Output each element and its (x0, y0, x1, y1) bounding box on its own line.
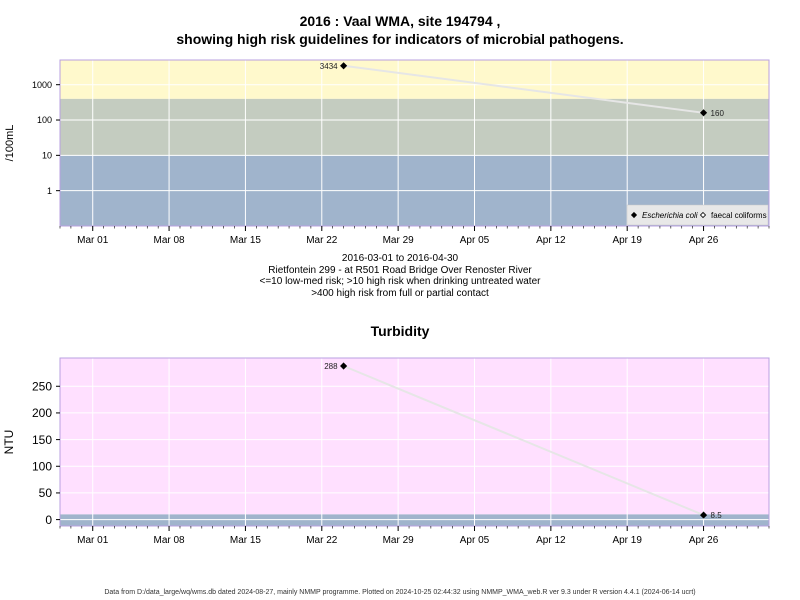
data-label: 160 (711, 109, 725, 118)
risk-guideline-caption: <=10 low-med risk; >10 high risk when dr… (259, 276, 541, 287)
y-tick-label: 250 (32, 379, 52, 393)
x-tick-label: Apr 12 (536, 235, 566, 246)
data-point (340, 62, 348, 70)
risk-band (60, 60, 769, 99)
chart-title-line1: 2016 : Vaal WMA, site 194794 , (299, 13, 501, 29)
x-tick-label: Mar 15 (230, 235, 262, 246)
x-tick-label: Mar 29 (383, 235, 415, 246)
risk-band (60, 98, 769, 156)
x-tick-label: Apr 19 (612, 235, 642, 246)
y-tick-label: 0 (45, 513, 52, 527)
y-tick-label: 50 (39, 486, 53, 500)
site-caption: Rietfontein 299 - at R501 Road Bridge Ov… (268, 264, 532, 276)
plot-frame (59, 357, 770, 527)
x-tick-label: Apr 26 (689, 535, 719, 546)
y-axis-label: NTU (2, 430, 16, 455)
x-tick-label: Apr 05 (460, 535, 490, 546)
y-tick-label: 200 (32, 406, 52, 420)
y-tick-label: 1000 (32, 80, 52, 90)
data-label: 288 (324, 362, 338, 371)
plot-frame (59, 59, 770, 227)
x-tick-label: Mar 22 (306, 535, 338, 546)
x-tick-label: Mar 08 (154, 535, 186, 546)
data-point (340, 362, 348, 370)
y-tick-label: 10 (42, 150, 52, 160)
y-axis-label: /100mL (4, 125, 16, 162)
x-tick-label: Apr 05 (460, 235, 490, 246)
series-line (343, 64, 704, 114)
y-tick-label: 100 (32, 459, 52, 473)
x-tick-label: Apr 12 (536, 535, 566, 546)
data-point (699, 511, 708, 519)
x-tick-label: Mar 01 (77, 535, 109, 546)
legend-label-faecal: faecal coliforms (711, 211, 767, 220)
x-tick-label: Mar 29 (383, 535, 415, 546)
microbial-chart: 1 10 100 1000 Mar 01 Mar 08 Mar 15 Mar 22 Mar 29… (4, 59, 770, 246)
x-tick-label: Apr 26 (689, 235, 719, 246)
x-tick-label: Mar 22 (306, 235, 338, 246)
legend-box (626, 204, 769, 226)
y-tick-label: 1 (47, 186, 52, 196)
date-range-caption: 2016-03-01 to 2016-04-30 (341, 253, 459, 264)
contact-risk-caption: >400 high risk from full or partial cont… (311, 287, 489, 299)
risk-band (60, 358, 769, 515)
legend-marker-ecoli (630, 211, 638, 219)
data-label: 8.5 (711, 511, 723, 520)
x-tick-label: Mar 15 (230, 535, 262, 546)
series-line (343, 365, 704, 516)
data-point (699, 109, 708, 117)
x-tick-label: Mar 08 (154, 235, 186, 246)
data-source-footer: Data from D:/data_large/wq/wms.db dated … (104, 589, 696, 596)
chart-title-line2: showing high risk guidelines for indicat… (176, 31, 624, 47)
x-tick-label: Mar 01 (77, 235, 109, 246)
x-tick-label: Apr 19 (612, 535, 642, 546)
legend-marker-faecal (699, 211, 707, 219)
data-label: 3434 (320, 62, 338, 71)
legend-label-ecoli: Escherichia coli (642, 211, 698, 220)
risk-band (60, 514, 769, 526)
turbidity-title: Turbidity (370, 323, 430, 339)
y-tick-label: 150 (32, 433, 52, 447)
y-tick-label: 100 (37, 115, 52, 125)
